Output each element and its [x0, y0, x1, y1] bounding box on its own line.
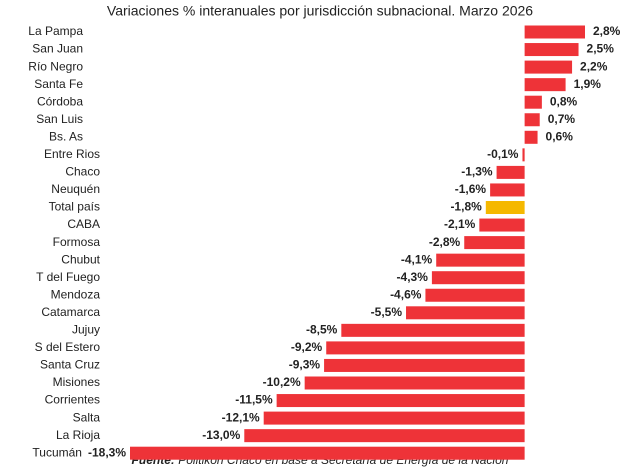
category-label: Corrientes — [45, 393, 100, 407]
bar — [490, 183, 525, 197]
bar — [524, 25, 585, 39]
value-label: -12,1% — [222, 410, 260, 424]
category-label: Jujuy — [72, 323, 100, 337]
category-label: Catamarca — [41, 305, 100, 319]
value-label: -9,3% — [289, 358, 321, 372]
bar — [524, 95, 542, 109]
bar — [263, 411, 525, 425]
category-label: Misiones — [53, 375, 100, 389]
bar — [244, 429, 525, 443]
category-label: T del Fuego — [36, 270, 100, 284]
bar — [276, 394, 525, 408]
value-label: -8,5% — [306, 323, 338, 337]
category-label: Santa Fe — [34, 77, 83, 91]
category-label: Río Negro — [28, 59, 83, 73]
value-label: -0,1% — [487, 147, 519, 161]
bar — [436, 253, 525, 267]
value-label: -13,0% — [202, 428, 240, 442]
value-label: -9,2% — [291, 340, 323, 354]
bar — [524, 43, 579, 57]
value-label: -18,3% — [88, 445, 126, 459]
category-label: Salta — [73, 410, 101, 424]
bar — [464, 236, 525, 250]
value-label: 2,8% — [593, 24, 621, 38]
bar — [524, 113, 540, 127]
bar — [130, 446, 525, 460]
bar — [524, 78, 566, 92]
category-label: La Pampa — [28, 24, 83, 38]
value-label: -11,5% — [235, 393, 273, 407]
value-label: -4,3% — [397, 270, 429, 284]
value-label: -5,5% — [371, 305, 403, 319]
chart-title: Variaciones % interanuales por jurisdicc… — [107, 3, 533, 19]
category-label: Chaco — [65, 165, 100, 179]
category-label: Formosa — [53, 235, 101, 249]
category-label: Bs. As — [49, 129, 83, 143]
bar — [425, 288, 525, 302]
category-label: Mendoza — [51, 287, 101, 301]
value-label: 0,7% — [548, 112, 576, 126]
category-label: CABA — [67, 217, 100, 231]
category-label: San Juan — [32, 42, 83, 56]
value-label: 0,6% — [546, 129, 574, 143]
value-label: -1,3% — [461, 165, 493, 179]
bar — [524, 60, 573, 74]
bar — [496, 165, 525, 179]
category-label: Neuquén — [51, 182, 100, 196]
category-label: Santa Cruz — [40, 358, 100, 372]
bar — [431, 271, 525, 285]
value-label: -4,6% — [390, 287, 422, 301]
value-label: 1,9% — [574, 77, 602, 91]
category-label: Tucumán — [32, 445, 82, 459]
category-label: Córdoba — [37, 94, 83, 108]
category-label: San Luis — [36, 112, 83, 126]
value-label: 2,5% — [587, 42, 615, 56]
bar — [485, 201, 525, 214]
category-label: S del Estero — [35, 340, 101, 354]
value-label: 2,2% — [580, 59, 608, 73]
value-label: -1,6% — [455, 182, 487, 196]
category-label: La Rioja — [56, 428, 100, 442]
category-label: Entre Rios — [44, 147, 100, 161]
bar — [324, 358, 525, 372]
bar — [341, 323, 525, 337]
bar — [406, 306, 525, 320]
bar — [479, 218, 525, 232]
category-label: Total país — [49, 200, 100, 214]
value-label: -2,8% — [429, 235, 461, 249]
bar — [522, 148, 525, 162]
bar — [326, 341, 525, 355]
category-label: Chubut — [61, 252, 100, 266]
bar — [524, 130, 538, 144]
value-label: 0,8% — [550, 94, 578, 108]
value-label: -4,1% — [401, 252, 433, 266]
value-label: -1,8% — [450, 200, 482, 214]
value-label: -10,2% — [263, 375, 301, 389]
value-label: -2,1% — [444, 217, 476, 231]
bar — [304, 376, 525, 390]
